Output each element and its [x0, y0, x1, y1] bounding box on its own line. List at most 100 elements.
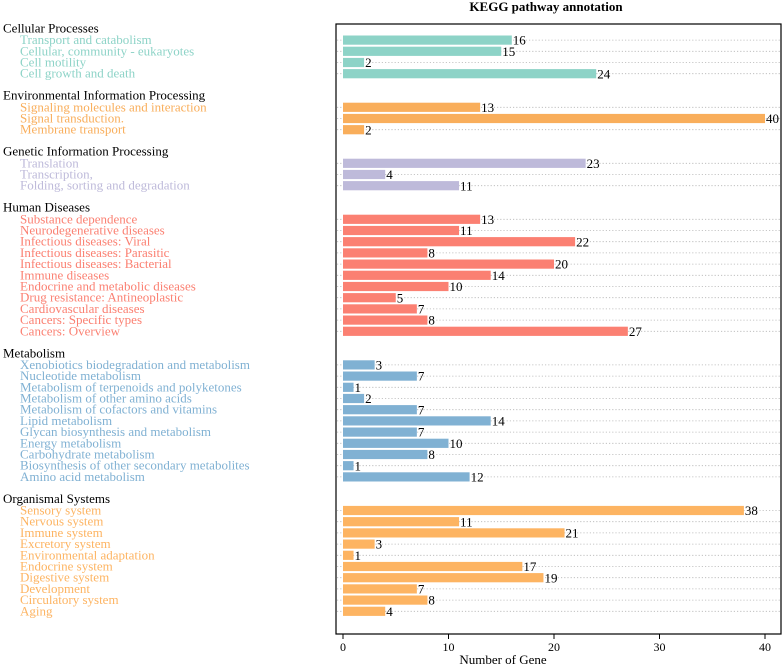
bar-value-label: 2 [365, 391, 372, 406]
bar [343, 225, 460, 236]
category-label: Infectious diseases: Viral [20, 234, 151, 249]
bar-value-label: 4 [386, 167, 393, 182]
bar-value-label: 1 [355, 548, 362, 563]
bar [343, 539, 375, 549]
category-label: Signaling molecules and interaction [20, 99, 207, 114]
bar [343, 281, 449, 292]
category-label: Nucleotide metabolism [20, 368, 141, 383]
category-label: Translation [20, 155, 79, 170]
chart-title: KEGG pathway annotation [469, 0, 623, 14]
bar [343, 293, 396, 303]
category-label: Infectious diseases: Parasitic [20, 245, 170, 260]
bar-value-label: 3 [376, 537, 383, 552]
bar [343, 438, 449, 448]
bar-value-label: 11 [460, 223, 473, 238]
category-label: Drug resistance: Antineoplastic [20, 290, 183, 305]
bar-value-label: 19 [544, 570, 557, 585]
bar-value-label: 7 [418, 402, 425, 417]
bar [343, 528, 565, 538]
bar [343, 584, 417, 594]
category-label: Nervous system [20, 514, 103, 529]
category-label: Cancers: Specific types [20, 312, 142, 327]
category-label: Aging [20, 603, 53, 618]
category-label: Energy metabolism [20, 435, 121, 450]
category-label: Circulatory system [20, 592, 119, 607]
category-label: Cancers: Overview [20, 323, 121, 338]
group-header: Genetic Information Processing [3, 144, 169, 159]
group-header: Metabolism [3, 345, 65, 360]
bar-value-label: 17 [523, 559, 537, 574]
x-tick-label: 0 [340, 640, 346, 654]
category-label: Cardiovascular diseases [20, 301, 145, 316]
bar-value-label: 7 [418, 582, 425, 597]
bar [343, 158, 586, 168]
bar [343, 237, 576, 247]
group-header: Organismal Systems [3, 491, 110, 506]
category-label: Transcription, [20, 167, 93, 182]
bar-value-label: 7 [418, 369, 425, 384]
bar-value-label: 13 [481, 100, 494, 115]
bar-value-label: 7 [418, 425, 425, 440]
bar-value-label: 3 [376, 358, 383, 373]
bar [343, 393, 365, 404]
category-label: Lipid metabolism [20, 413, 112, 428]
bar [343, 57, 365, 68]
bars: 1615224134022341113112282014105782737127… [343, 33, 779, 619]
bar-value-label: 14 [492, 268, 506, 283]
x-axis-label: Number of Gene [459, 652, 547, 667]
category-label: Substance dependence [20, 211, 138, 226]
bar-value-label: 12 [471, 470, 484, 485]
bar-value-label: 13 [481, 212, 494, 227]
bar-value-label: 1 [355, 380, 362, 395]
bar [343, 270, 491, 280]
bar-value-label: 22 [576, 234, 589, 249]
bar-value-label: 5 [397, 290, 404, 305]
bar [343, 259, 554, 269]
category-label: Immune diseases [20, 267, 109, 282]
bar-value-label: 7 [418, 302, 425, 317]
bar-value-label: 1 [355, 458, 362, 473]
bar [343, 405, 417, 415]
bar [343, 382, 354, 392]
bar [343, 427, 417, 437]
bar [343, 326, 628, 336]
category-label: Metabolism of terpenoids and polyketones [20, 379, 242, 394]
bar-value-label: 15 [502, 44, 515, 59]
category-label: Folding, sorting and degradation [20, 178, 190, 193]
bar [343, 46, 502, 56]
bar-value-label: 14 [492, 414, 506, 429]
bar [343, 125, 365, 135]
bar-value-label: 10 [450, 279, 463, 294]
bar-value-label: 11 [460, 514, 473, 529]
bar [343, 517, 460, 527]
x-axis: 0 10 20 30 40 [340, 634, 771, 654]
bar [343, 169, 386, 180]
bar-value-label: 8 [428, 313, 435, 328]
bar [343, 550, 354, 560]
category-label: Glycan biosynthesis and metabolism [20, 424, 211, 439]
bar-value-label: 23 [587, 156, 600, 171]
category-label: Cell motility [20, 55, 87, 70]
bar-value-label: 4 [386, 604, 393, 619]
category-label: Metabolism of cofactors and vitamins [20, 402, 217, 417]
bar [343, 606, 386, 616]
bar [343, 35, 512, 45]
bar [343, 371, 417, 381]
bar [343, 304, 417, 314]
category-label: Transport and catabolism [20, 32, 152, 47]
bar-value-label: 21 [566, 526, 579, 541]
category-label: Digestive system [20, 570, 109, 585]
category-label: Signal transduction. [20, 111, 124, 126]
category-label: Endocrine system [20, 559, 113, 574]
bar-value-label: 8 [428, 593, 435, 608]
category-label: Neurodegenerative diseases [20, 223, 165, 238]
category-label: Excretory system [20, 536, 111, 551]
category-label: Cellular, community - eukaryotes [20, 43, 194, 58]
category-label: Endocrine and metabolic diseases [20, 279, 196, 294]
bar [343, 561, 523, 572]
bar-value-label: 8 [428, 246, 435, 261]
category-label: Environmental adaptation [20, 547, 155, 562]
category-label: Metabolism of other amino acids [20, 391, 192, 406]
bar [343, 595, 428, 605]
